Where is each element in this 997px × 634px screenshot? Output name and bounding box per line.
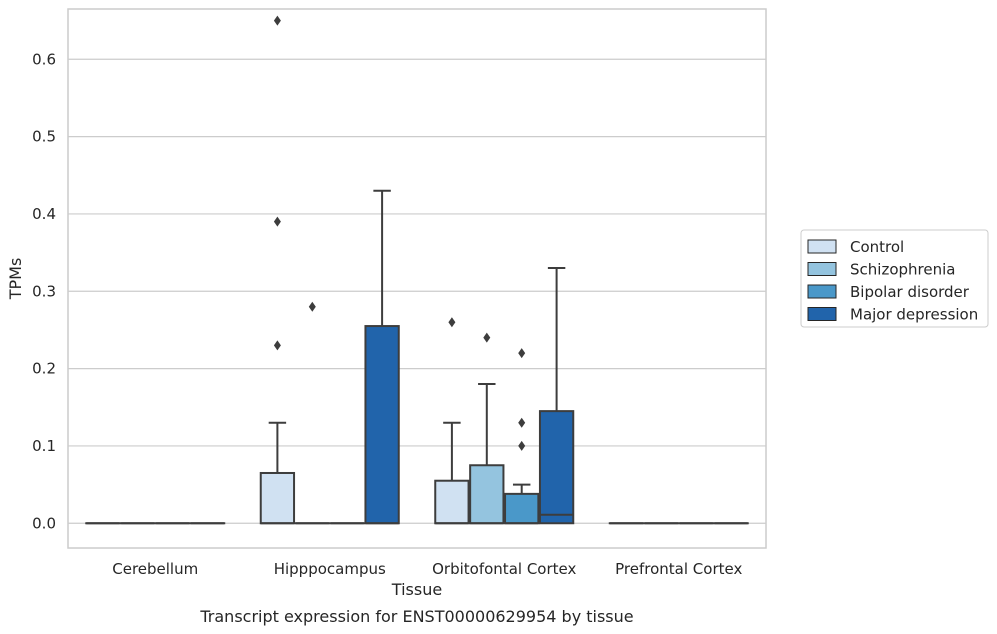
outlier-point	[518, 440, 526, 451]
y-tick-label: 0.6	[32, 50, 56, 68]
box	[504, 492, 540, 525]
legend-frame	[800, 229, 989, 328]
legend-label: Schizophrenia	[850, 261, 955, 279]
legend-swatch	[807, 307, 837, 321]
y-tick-label: 0.3	[32, 282, 56, 300]
legend-label: Major depression	[850, 306, 978, 324]
x-tick-label: Cerebellum	[112, 560, 198, 578]
y-tick-label: 0.4	[32, 205, 56, 223]
x-axis-ticks: Cerebellum Hipppocampus Orbitofontal Corte…	[112, 560, 742, 578]
box	[538, 410, 575, 525]
x-tick-label: Prefrontal Cortex	[615, 560, 742, 578]
box	[259, 471, 296, 525]
y-tick-label: 0.0	[32, 514, 56, 532]
plot-area-frame	[67, 8, 767, 549]
y-tick-label: 0.2	[32, 360, 56, 378]
box	[364, 325, 400, 525]
chart-caption: Transcript expression for ENST0000062995…	[199, 607, 633, 626]
box-series	[85, 15, 749, 525]
legend-label: Control	[850, 238, 904, 256]
outlier-point	[448, 317, 456, 328]
outlier-point	[273, 216, 281, 227]
outlier-point	[483, 332, 491, 343]
y-tick-label: 0.1	[32, 437, 56, 455]
x-tick-label: Orbitofontal Cortex	[432, 560, 576, 578]
y-axis-label: TPMs	[6, 258, 25, 301]
x-tick-label: Hipppocampus	[274, 560, 386, 578]
legend-swatch	[807, 262, 837, 276]
outlier-point	[518, 417, 526, 428]
x-axis-label: Tissue	[391, 580, 442, 599]
legend-swatch	[807, 284, 837, 299]
outlier-point	[308, 301, 316, 312]
box	[469, 464, 505, 525]
outlier-point	[273, 15, 281, 26]
legend-swatch	[807, 239, 837, 254]
y-axis-ticks: 0.0 0.1 0.2 0.3 0.4 0.5 0.6	[32, 50, 56, 532]
legend: Control Schizophrenia Bipolar disorder Majo…	[800, 229, 989, 328]
outlier-point	[518, 348, 526, 359]
box	[434, 479, 470, 525]
outlier-point	[273, 340, 281, 351]
grid-lines	[68, 58, 766, 524]
legend-label: Bipolar disorder	[850, 283, 970, 301]
y-tick-label: 0.5	[32, 128, 56, 146]
